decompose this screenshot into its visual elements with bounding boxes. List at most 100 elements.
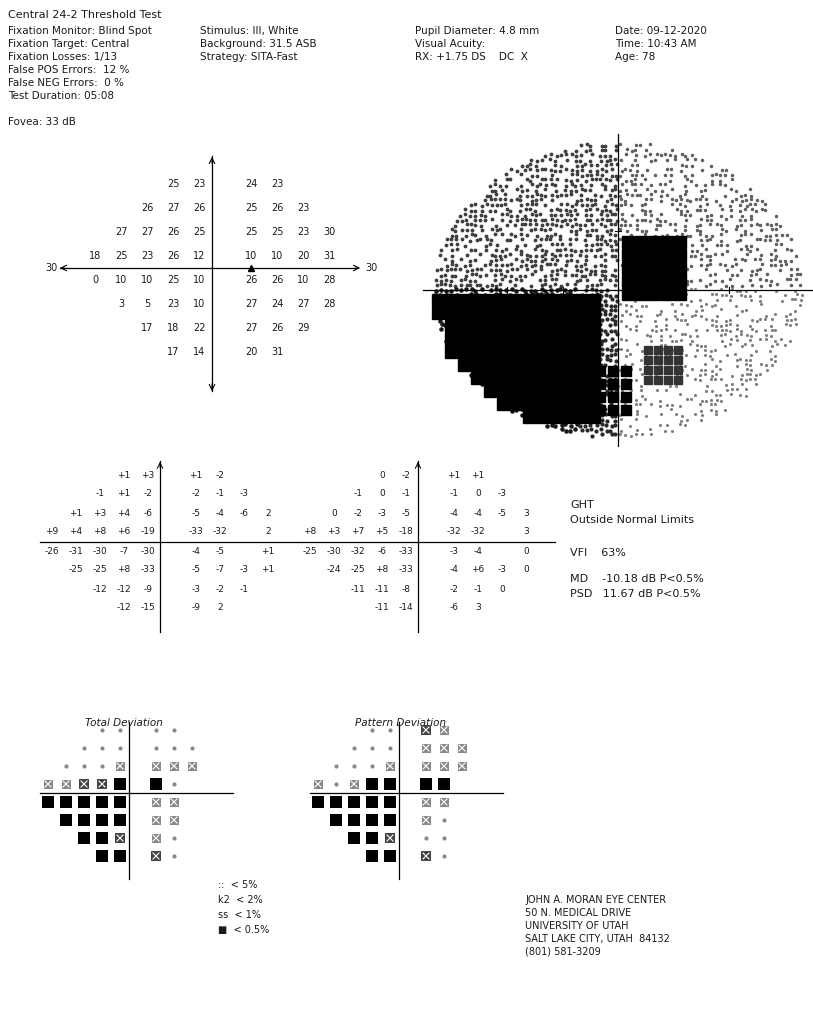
Bar xyxy=(575,372,587,384)
Bar xyxy=(588,372,600,384)
Bar xyxy=(484,372,496,384)
Text: -32: -32 xyxy=(471,527,485,537)
Bar xyxy=(536,333,548,345)
Bar xyxy=(575,333,587,345)
Bar xyxy=(471,372,483,384)
Bar xyxy=(421,743,431,753)
Bar xyxy=(562,294,574,306)
Bar xyxy=(432,307,444,319)
Bar xyxy=(562,319,574,332)
Bar xyxy=(661,288,673,300)
Bar xyxy=(523,294,535,306)
Text: VFI    63%: VFI 63% xyxy=(570,548,626,558)
Text: -1: -1 xyxy=(450,489,459,499)
Text: -4: -4 xyxy=(473,509,482,517)
Text: -1: -1 xyxy=(215,489,224,499)
Text: -2: -2 xyxy=(192,489,201,499)
Bar xyxy=(440,725,449,734)
Bar xyxy=(510,294,522,306)
Bar xyxy=(445,307,457,319)
Text: RX: +1.75 DS    DC  X: RX: +1.75 DS DC X xyxy=(415,52,528,62)
Bar xyxy=(523,319,535,332)
Bar xyxy=(674,275,686,287)
Text: -12: -12 xyxy=(117,585,132,594)
Bar xyxy=(644,346,652,354)
Text: +1: +1 xyxy=(189,470,202,479)
Bar xyxy=(644,366,652,374)
Bar xyxy=(458,294,470,306)
Text: +1: +1 xyxy=(261,565,275,574)
Bar xyxy=(60,814,72,826)
Bar xyxy=(648,288,660,300)
Text: -6: -6 xyxy=(377,547,386,555)
Bar xyxy=(384,814,396,826)
Text: -11: -11 xyxy=(375,585,389,594)
Bar xyxy=(497,359,509,371)
Text: +3: +3 xyxy=(93,509,107,517)
Text: JOHN A. MORAN EYE CENTER: JOHN A. MORAN EYE CENTER xyxy=(525,895,666,905)
Text: 3: 3 xyxy=(475,603,480,612)
Text: Fixation Losses: 1/13: Fixation Losses: 1/13 xyxy=(8,52,117,62)
Bar xyxy=(114,814,126,826)
Bar xyxy=(648,236,660,248)
Text: -1: -1 xyxy=(354,489,363,499)
Bar xyxy=(348,831,360,844)
Bar xyxy=(595,380,605,389)
Bar xyxy=(169,762,179,770)
Text: -1: -1 xyxy=(402,489,411,499)
Bar xyxy=(664,366,672,374)
Bar xyxy=(674,376,682,384)
Text: -7: -7 xyxy=(215,565,224,574)
Text: 31: 31 xyxy=(271,347,283,357)
Bar xyxy=(674,346,682,354)
Bar xyxy=(366,831,378,844)
Bar xyxy=(78,796,90,808)
Text: -3: -3 xyxy=(498,489,506,499)
Text: -25: -25 xyxy=(93,565,107,574)
Text: -30: -30 xyxy=(93,547,107,555)
Text: 25: 25 xyxy=(271,227,283,237)
Text: 25: 25 xyxy=(245,227,257,237)
Bar xyxy=(575,359,587,371)
Bar xyxy=(78,831,90,844)
Text: -2: -2 xyxy=(450,585,459,594)
Text: 25: 25 xyxy=(193,227,205,237)
Bar xyxy=(575,319,587,332)
Text: -4: -4 xyxy=(450,565,459,574)
Bar xyxy=(445,319,457,332)
Bar xyxy=(621,367,631,377)
Bar xyxy=(536,372,548,384)
Bar xyxy=(169,798,179,807)
Bar xyxy=(330,814,342,826)
Text: 3: 3 xyxy=(118,299,124,309)
Text: 3: 3 xyxy=(523,527,529,537)
Bar xyxy=(674,288,686,300)
Text: 23: 23 xyxy=(141,251,153,261)
Text: 25: 25 xyxy=(245,203,257,213)
Text: 0: 0 xyxy=(92,275,98,285)
Bar xyxy=(96,831,108,844)
Bar xyxy=(151,851,161,861)
Text: 17: 17 xyxy=(167,347,179,357)
Text: 20: 20 xyxy=(245,347,257,357)
Bar xyxy=(562,307,574,319)
Bar xyxy=(635,288,647,300)
Bar xyxy=(510,319,522,332)
Text: -3: -3 xyxy=(450,547,459,555)
Bar xyxy=(151,834,160,843)
Bar xyxy=(622,288,634,300)
Text: -5: -5 xyxy=(215,547,224,555)
Text: -33: -33 xyxy=(141,565,155,574)
Bar xyxy=(330,796,342,808)
Bar xyxy=(562,346,574,358)
Text: 26: 26 xyxy=(271,203,283,213)
Text: -1: -1 xyxy=(240,585,249,594)
Bar xyxy=(458,346,470,358)
Bar xyxy=(458,743,467,753)
Text: 17: 17 xyxy=(141,323,153,333)
Text: -18: -18 xyxy=(398,527,413,537)
Bar xyxy=(608,392,618,402)
Text: ■  < 0.5%: ■ < 0.5% xyxy=(218,925,269,935)
Text: -33: -33 xyxy=(189,527,203,537)
Bar xyxy=(497,385,509,397)
